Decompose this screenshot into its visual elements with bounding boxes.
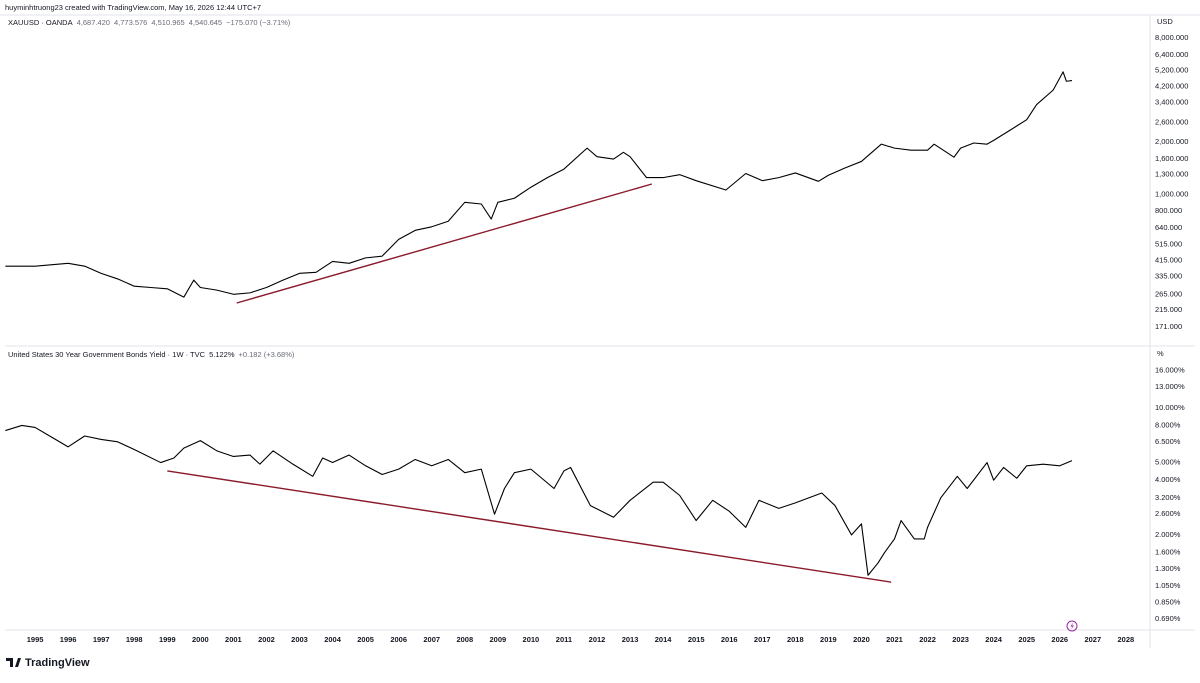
x-tick-label: 2015 bbox=[688, 635, 705, 644]
x-tick-label: 2011 bbox=[556, 635, 572, 644]
x-tick-label: 2022 bbox=[919, 635, 936, 644]
x-tick-label: 1998 bbox=[126, 635, 143, 644]
x-tick-label: 1996 bbox=[60, 635, 77, 644]
legend-name: XAUUSD · OANDA bbox=[8, 18, 73, 27]
y-tick-label: 3,400.000 bbox=[1155, 97, 1188, 106]
legend-value: 5.122% bbox=[209, 350, 235, 359]
y-tick-label: 8,000.000 bbox=[1155, 33, 1188, 42]
trend-line bbox=[236, 183, 653, 304]
price-line bbox=[5, 424, 1073, 576]
icon-bolt[interactable] bbox=[1070, 622, 1075, 630]
y-tick-label: 8.000% bbox=[1155, 420, 1181, 429]
header-text: huyminhtruong23 created with TradingView… bbox=[5, 3, 261, 12]
y-tick-label: 335.000 bbox=[1155, 272, 1182, 281]
x-tick-label: 2003 bbox=[291, 635, 308, 644]
x-tick-label: 2012 bbox=[589, 635, 606, 644]
x-tick-label: 2001 bbox=[225, 635, 242, 644]
x-tick-label: 2008 bbox=[456, 635, 473, 644]
x-tick-label: 2018 bbox=[787, 635, 804, 644]
y-tick-label: 10.000% bbox=[1155, 403, 1185, 412]
legend-value: 4,540.645 bbox=[189, 18, 222, 27]
icon-circle[interactable] bbox=[1066, 620, 1078, 632]
x-tick-label: 2010 bbox=[523, 635, 540, 644]
legend: United States 30 Year Government Bonds Y… bbox=[8, 350, 295, 359]
y-tick-label: 13.000% bbox=[1155, 382, 1185, 391]
lightning-icon[interactable] bbox=[1066, 620, 1078, 632]
axis-unit: USD bbox=[1157, 17, 1173, 26]
legend-value: 4,510.965 bbox=[151, 18, 184, 27]
price-line bbox=[5, 71, 1073, 298]
y-tick-label: 265.000 bbox=[1155, 289, 1182, 298]
y-tick-label: 6,400.000 bbox=[1155, 50, 1188, 59]
y-tick-label: 4.000% bbox=[1155, 475, 1181, 484]
x-tick-label: 2014 bbox=[655, 635, 673, 644]
x-tick-label: 2023 bbox=[952, 635, 969, 644]
y-tick-label: 1.300% bbox=[1155, 564, 1181, 573]
y-tick-label: 6.500% bbox=[1155, 437, 1181, 446]
x-tick-label: 2000 bbox=[192, 635, 209, 644]
legend-value: 4,687.420 bbox=[77, 18, 110, 27]
y-tick-label: 16.000% bbox=[1155, 366, 1185, 375]
y-tick-label: 5.000% bbox=[1155, 458, 1181, 467]
legend-value: −175.070 (−3.71%) bbox=[226, 18, 291, 27]
x-tick-label: 1997 bbox=[93, 635, 110, 644]
legend: XAUUSD · OANDA 4,687.420 4,773.576 4,510.96… bbox=[8, 18, 291, 27]
x-tick-label: 2004 bbox=[324, 635, 342, 644]
y-tick-label: 2,600.000 bbox=[1155, 118, 1188, 127]
y-tick-label: 171.000 bbox=[1155, 322, 1182, 331]
x-tick-label: 2020 bbox=[853, 635, 870, 644]
x-tick-label: 2007 bbox=[423, 635, 440, 644]
y-tick-label: 4,200.000 bbox=[1155, 81, 1188, 90]
x-tick-label: 2028 bbox=[1118, 635, 1135, 644]
x-tick-label: 1999 bbox=[159, 635, 176, 644]
y-tick-label: 0.690% bbox=[1155, 614, 1181, 623]
logo-mark[interactable] bbox=[6, 658, 21, 667]
y-tick-label: 1.600% bbox=[1155, 548, 1181, 557]
x-tick-label: 2009 bbox=[489, 635, 506, 644]
y-tick-label: 3.200% bbox=[1155, 493, 1181, 502]
x-tick-label: 2002 bbox=[258, 635, 275, 644]
y-tick-label: 1.050% bbox=[1155, 581, 1181, 590]
x-tick-label: 2027 bbox=[1084, 635, 1101, 644]
y-tick-label: 515.000 bbox=[1155, 239, 1182, 248]
y-tick-label: 1,300.000 bbox=[1155, 170, 1188, 179]
x-tick-label: 2016 bbox=[721, 635, 738, 644]
logo[interactable]: TradingView bbox=[6, 657, 90, 669]
x-tick-label: 2025 bbox=[1018, 635, 1035, 644]
y-tick-label: 800.000 bbox=[1155, 206, 1182, 215]
x-tick-label: 2024 bbox=[985, 635, 1003, 644]
y-tick-label: 0.850% bbox=[1155, 597, 1181, 606]
x-tick-label: 2019 bbox=[820, 635, 837, 644]
legend-value: 4,773.576 bbox=[114, 18, 147, 27]
x-tick-label: 1995 bbox=[27, 635, 44, 644]
trend-line bbox=[167, 470, 892, 583]
y-tick-label: 1,600.000 bbox=[1155, 154, 1188, 163]
y-tick-label: 1,000.000 bbox=[1155, 189, 1188, 198]
y-tick-label: 5,200.000 bbox=[1155, 65, 1188, 74]
x-tick-label: 2026 bbox=[1051, 635, 1068, 644]
x-tick-label: 2005 bbox=[357, 635, 374, 644]
y-tick-label: 2,000.000 bbox=[1155, 137, 1188, 146]
axis-unit: % bbox=[1157, 349, 1164, 358]
y-tick-label: 2.000% bbox=[1155, 530, 1181, 539]
y-tick-label: 2.600% bbox=[1155, 509, 1181, 518]
logo-text[interactable]: TradingView bbox=[25, 657, 90, 669]
y-tick-label: 415.000 bbox=[1155, 256, 1182, 265]
y-tick-label: 215.000 bbox=[1155, 305, 1182, 314]
x-tick-label: 2021 bbox=[886, 635, 903, 644]
y-tick-label: 640.000 bbox=[1155, 223, 1182, 232]
x-tick-label: 2017 bbox=[754, 635, 771, 644]
x-tick-label: 2006 bbox=[390, 635, 407, 644]
x-tick-label: 2013 bbox=[622, 635, 639, 644]
legend-value: +0.182 (+3.68%) bbox=[239, 350, 295, 359]
legend-name: United States 30 Year Government Bonds Y… bbox=[8, 350, 206, 359]
